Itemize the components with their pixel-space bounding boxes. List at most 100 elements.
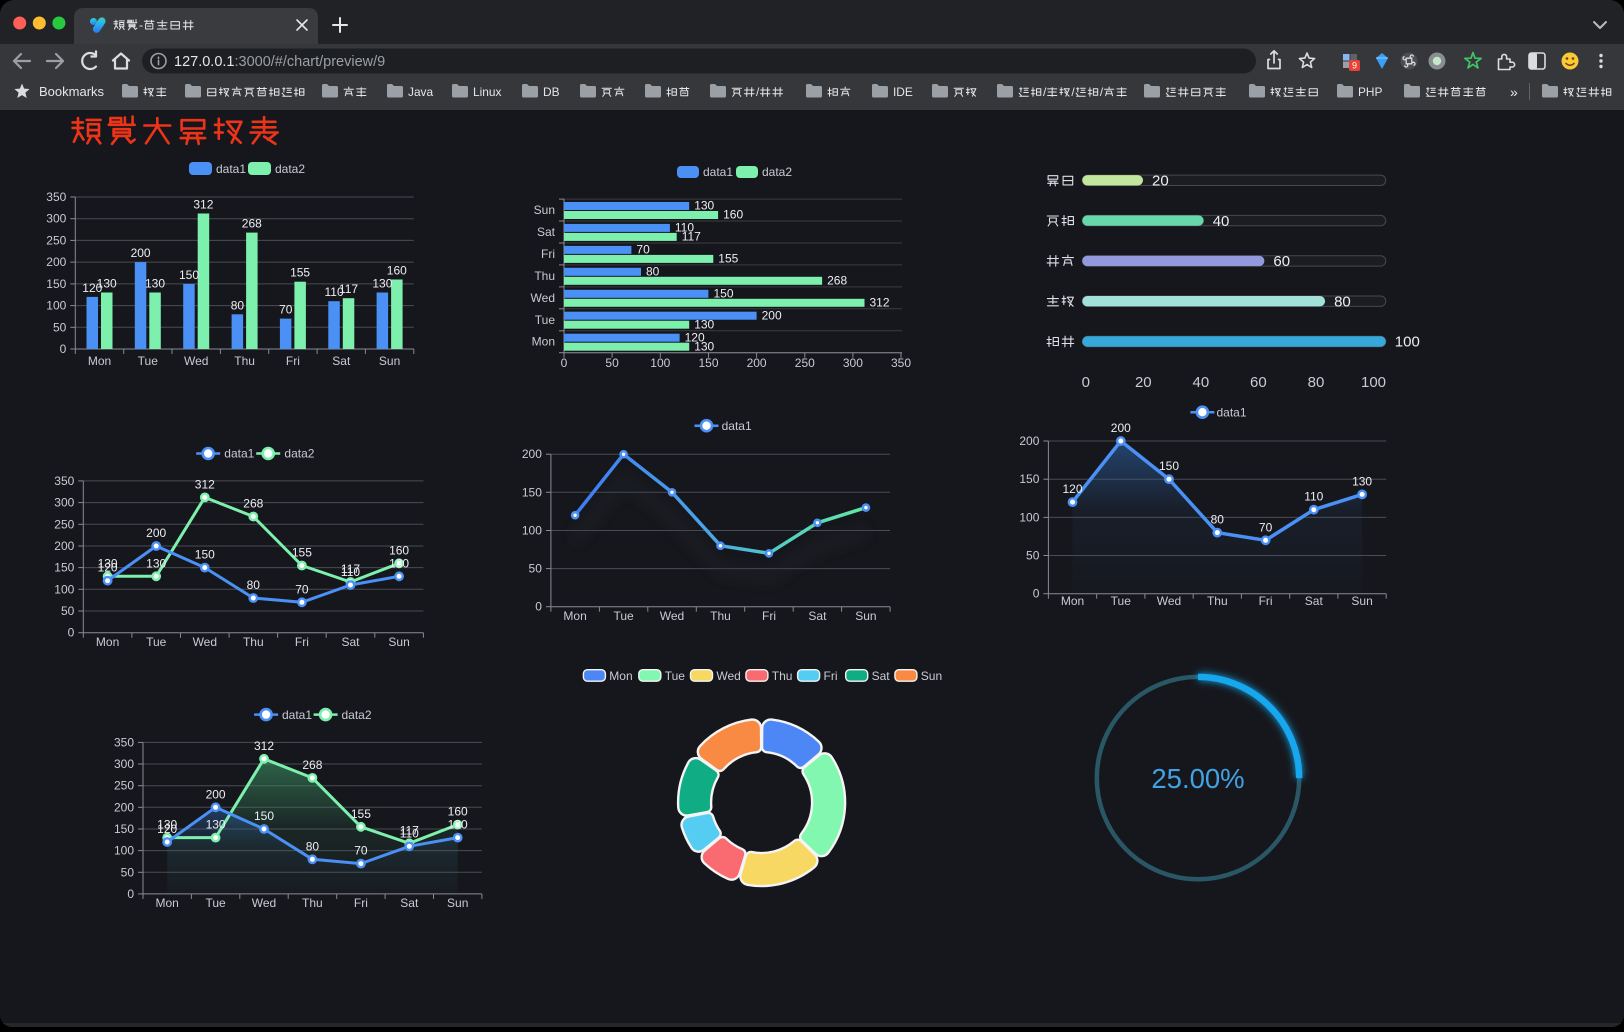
svg-text:Sun: Sun [1351, 594, 1372, 608]
svg-text:160: 160 [448, 805, 468, 819]
svg-text:Sun: Sun [388, 635, 409, 649]
svg-text:Tue: Tue [665, 669, 686, 683]
svg-text:Fri: Fri [824, 669, 838, 683]
svg-text:data1: data1 [216, 162, 246, 176]
svg-text:Fri: Fri [295, 635, 309, 649]
svg-text:Sun: Sun [855, 609, 876, 623]
svg-text:20: 20 [1152, 173, 1169, 190]
svg-text:250: 250 [114, 779, 134, 793]
svg-text:Wed: Wed [1157, 594, 1181, 608]
svg-text:/: / [1100, 85, 1104, 99]
svg-text:160: 160 [723, 208, 743, 222]
svg-text:50: 50 [61, 604, 75, 618]
svg-text:130: 130 [145, 277, 165, 291]
svg-text:Mon: Mon [96, 635, 119, 649]
svg-text:80: 80 [646, 264, 660, 278]
svg-text:60: 60 [1273, 253, 1290, 270]
svg-text:Mon: Mon [563, 609, 586, 623]
svg-text:Thu: Thu [1207, 594, 1228, 608]
svg-text:127.0.0.1:3000/#/chart/preview: 127.0.0.1:3000/#/chart/preview/9 [174, 54, 385, 70]
svg-text:Fri: Fri [286, 354, 300, 368]
svg-text:Mon: Mon [156, 896, 179, 910]
svg-text:155: 155 [351, 807, 371, 821]
svg-text:Sat: Sat [341, 635, 360, 649]
svg-text:100: 100 [46, 299, 66, 313]
svg-text:Wed: Wed [184, 354, 208, 368]
svg-text:110: 110 [400, 826, 419, 840]
svg-text:100: 100 [54, 582, 74, 596]
svg-text:Mon: Mon [609, 669, 632, 683]
svg-text:50: 50 [605, 356, 619, 370]
svg-text:150: 150 [522, 485, 542, 499]
svg-text:Wed: Wed [193, 635, 217, 649]
svg-text:130: 130 [98, 556, 118, 570]
svg-text:Bookmarks: Bookmarks [39, 84, 105, 99]
svg-text:Thu: Thu [302, 896, 323, 910]
svg-text:70: 70 [295, 582, 309, 596]
svg-text:155: 155 [290, 266, 310, 280]
svg-text:350: 350 [114, 735, 134, 749]
svg-text:»: » [1510, 84, 1518, 100]
svg-text:130: 130 [146, 556, 166, 570]
svg-text:data1: data1 [703, 165, 733, 179]
svg-text:100: 100 [114, 844, 134, 858]
svg-text:120: 120 [1062, 482, 1082, 496]
svg-text:80: 80 [1308, 374, 1325, 391]
svg-text:80: 80 [231, 298, 245, 312]
svg-text:150: 150 [1019, 472, 1039, 486]
svg-text:110: 110 [325, 285, 344, 299]
svg-text:60: 60 [1250, 374, 1267, 391]
svg-text:25.00%: 25.00% [1151, 763, 1244, 794]
svg-text:Thu: Thu [243, 635, 264, 649]
svg-text:Java: Java [408, 85, 434, 99]
svg-text:40: 40 [1193, 374, 1210, 391]
svg-text:Fri: Fri [354, 896, 368, 910]
svg-text:130: 130 [448, 818, 468, 832]
svg-text:268: 268 [242, 217, 262, 231]
svg-text:100: 100 [650, 356, 670, 370]
svg-text:250: 250 [54, 517, 74, 531]
svg-text:300: 300 [46, 212, 66, 226]
svg-text:130: 130 [389, 556, 409, 570]
svg-text:IDE: IDE [893, 85, 913, 99]
svg-text:9: 9 [1352, 61, 1357, 71]
svg-text:200: 200 [46, 255, 66, 269]
svg-text:350: 350 [54, 474, 74, 488]
svg-text:70: 70 [354, 844, 368, 858]
svg-text:117: 117 [682, 230, 701, 244]
svg-text:150: 150 [1159, 459, 1179, 473]
svg-text:100: 100 [522, 523, 542, 537]
svg-text:200: 200 [1111, 421, 1131, 435]
svg-text:250: 250 [795, 356, 815, 370]
svg-text:Tue: Tue [613, 609, 634, 623]
svg-text:Tue: Tue [138, 354, 159, 368]
svg-text:100: 100 [1019, 510, 1039, 524]
svg-text:Mon: Mon [532, 335, 555, 349]
svg-text:Thu: Thu [772, 669, 793, 683]
svg-text:130: 130 [372, 277, 392, 291]
svg-text:117: 117 [400, 823, 419, 837]
svg-text:Fri: Fri [762, 609, 776, 623]
svg-text:Sat: Sat [808, 609, 827, 623]
svg-text:268: 268 [243, 497, 263, 511]
svg-text:Tue: Tue [146, 635, 167, 649]
svg-text:0: 0 [535, 600, 542, 614]
svg-text:Mon: Mon [88, 354, 111, 368]
svg-text:130: 130 [206, 818, 226, 832]
svg-text:120: 120 [82, 281, 102, 295]
svg-text:/: / [1043, 85, 1047, 99]
svg-text:160: 160 [389, 543, 409, 557]
svg-text:data2: data2 [342, 708, 372, 722]
svg-text:0: 0 [127, 887, 134, 901]
svg-text:150: 150 [179, 268, 199, 282]
svg-text:110: 110 [341, 565, 360, 579]
svg-text:Linux: Linux [473, 85, 501, 99]
svg-text:120: 120 [157, 822, 177, 836]
svg-text:70: 70 [636, 243, 650, 257]
svg-text:Wed: Wed [716, 669, 740, 683]
svg-text:350: 350 [891, 356, 911, 370]
svg-text:120: 120 [98, 561, 118, 575]
svg-text:Mon: Mon [1061, 594, 1084, 608]
svg-text:Sun: Sun [534, 203, 555, 217]
svg-text:350: 350 [46, 190, 66, 204]
